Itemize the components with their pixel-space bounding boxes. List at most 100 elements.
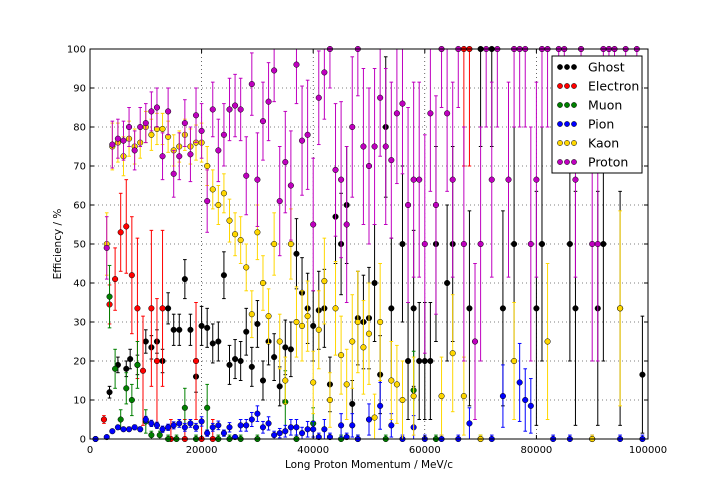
- data-point: [165, 108, 172, 115]
- legend-marker: [571, 83, 577, 89]
- data-point: [127, 356, 134, 363]
- data-point: [427, 110, 434, 117]
- data-point: [421, 357, 428, 365]
- data-point: [248, 363, 255, 370]
- data-point: [388, 377, 395, 384]
- data-point: [321, 69, 328, 76]
- y-tick-label: 100: [67, 45, 86, 56]
- data-point: [204, 162, 211, 170]
- data-point: [444, 279, 451, 287]
- data-point: [416, 357, 423, 365]
- data-point: [128, 396, 135, 404]
- data-point: [134, 305, 141, 312]
- data-point: [187, 420, 194, 427]
- data-point: [254, 176, 261, 183]
- legend-item-muon: Muon: [557, 98, 622, 113]
- data-point: [254, 410, 261, 417]
- data-point: [393, 110, 400, 117]
- x-tick-label: 40000: [297, 445, 329, 456]
- data-point: [114, 135, 121, 142]
- data-point: [120, 137, 127, 144]
- data-point: [131, 424, 138, 431]
- x-tick-label: 80000: [520, 445, 552, 456]
- data-point: [304, 131, 311, 138]
- data-point: [460, 240, 467, 248]
- data-point: [287, 182, 294, 189]
- data-point: [405, 201, 412, 209]
- data-point: [243, 264, 250, 271]
- data-point: [471, 338, 479, 345]
- data-point: [338, 176, 345, 183]
- data-point: [120, 426, 127, 433]
- data-point: [103, 434, 110, 441]
- data-point: [204, 430, 211, 437]
- data-point: [112, 276, 119, 283]
- data-point: [639, 371, 646, 378]
- data-point: [232, 102, 239, 109]
- y-tick-label: 30: [73, 318, 86, 329]
- legend-item-kaon: Kaon: [557, 136, 619, 151]
- data-point: [572, 305, 579, 312]
- y-tick-label: 20: [73, 357, 86, 368]
- x-tick-label: 20000: [186, 445, 218, 456]
- data-point: [187, 326, 194, 333]
- y-tick-label: 60: [73, 201, 86, 212]
- data-point: [126, 426, 133, 433]
- data-point: [159, 426, 166, 433]
- data-point: [293, 318, 300, 326]
- legend-label: Pion: [588, 117, 614, 132]
- data-point: [438, 393, 445, 400]
- data-point: [377, 318, 384, 326]
- data-point: [365, 330, 373, 337]
- data-point: [271, 240, 278, 248]
- data-point: [106, 293, 113, 300]
- x-tick-label: 60000: [409, 445, 441, 456]
- y-tick-label: 40: [73, 279, 86, 290]
- data-point: [265, 420, 272, 427]
- data-point: [343, 221, 350, 228]
- data-point: [220, 131, 227, 138]
- data-point: [142, 120, 149, 127]
- data-point: [170, 422, 177, 429]
- data-point: [321, 278, 328, 285]
- data-point: [321, 426, 328, 433]
- data-point: [153, 422, 161, 429]
- data-point: [232, 434, 239, 441]
- data-point: [371, 279, 378, 287]
- legend-marker: [557, 64, 563, 70]
- data-point: [165, 424, 172, 431]
- data-point: [209, 424, 216, 431]
- data-point: [176, 420, 183, 427]
- data-point: [276, 383, 283, 390]
- data-point: [220, 190, 227, 197]
- data-point: [248, 311, 255, 318]
- y-tick-label: 10: [73, 396, 86, 407]
- data-point: [360, 143, 367, 150]
- data-point: [410, 305, 417, 312]
- data-point: [382, 143, 389, 150]
- data-point: [460, 393, 467, 400]
- data-point: [192, 357, 200, 365]
- legend-marker: [564, 83, 570, 89]
- series-proton: [103, 45, 640, 420]
- data-point: [310, 379, 317, 386]
- data-point: [215, 422, 222, 429]
- data-point: [148, 305, 155, 312]
- x-axis-label: Long Proton Momentum / MeV/c: [285, 459, 453, 471]
- data-point: [181, 120, 188, 127]
- legend-marker: [557, 83, 563, 89]
- data-point: [594, 240, 601, 248]
- data-point: [128, 272, 135, 279]
- data-point: [165, 305, 172, 312]
- data-point: [226, 424, 233, 431]
- data-point: [142, 416, 149, 423]
- data-point: [298, 322, 306, 329]
- data-point: [310, 221, 317, 228]
- data-point: [103, 244, 110, 251]
- data-point: [466, 420, 473, 427]
- legend-marker: [557, 121, 563, 127]
- data-point: [516, 379, 523, 386]
- data-point: [287, 346, 294, 353]
- data-point: [181, 424, 188, 431]
